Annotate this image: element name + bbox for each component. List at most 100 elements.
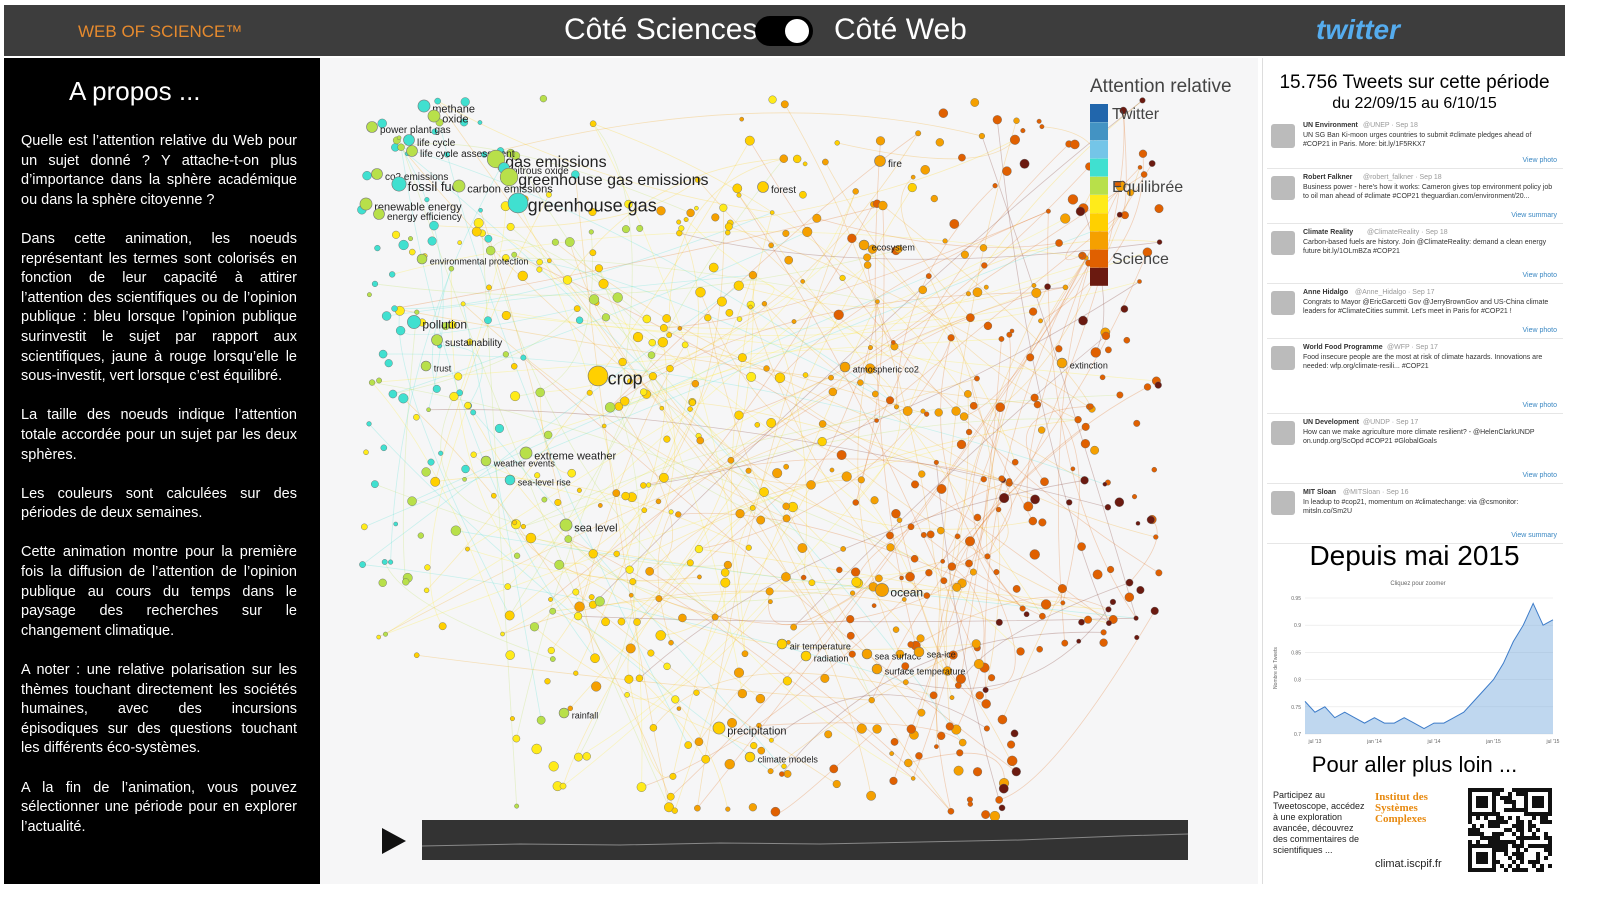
tweet-link[interactable]: View summary xyxy=(1511,532,1557,539)
node xyxy=(910,554,919,563)
labelled-node[interactable] xyxy=(875,583,889,597)
labelled-node[interactable] xyxy=(452,179,466,193)
labelled-node[interactable] xyxy=(519,446,533,460)
labelled-node[interactable] xyxy=(391,176,407,192)
tweet-link[interactable]: View photo xyxy=(1522,327,1557,334)
labelled-node[interactable] xyxy=(913,646,925,658)
node xyxy=(727,718,737,728)
labelled-node[interactable] xyxy=(1056,357,1068,369)
labelled-node[interactable] xyxy=(416,253,428,265)
toggle[interactable] xyxy=(755,16,813,46)
labelled-node[interactable] xyxy=(874,155,886,167)
node xyxy=(793,154,802,164)
tweet[interactable]: UN Development @UNDP · Sep 17 How can we m… xyxy=(1267,415,1563,484)
tweet-link[interactable]: View photo xyxy=(1522,402,1557,409)
node xyxy=(1105,606,1112,613)
labelled-node[interactable] xyxy=(757,181,769,193)
qr-module xyxy=(1496,832,1500,836)
node xyxy=(502,254,510,262)
labelled-node[interactable] xyxy=(403,134,415,146)
labelled-node[interactable] xyxy=(499,167,519,187)
timeline[interactable] xyxy=(422,820,1188,860)
labelled-node[interactable] xyxy=(407,315,421,329)
labelled-node[interactable] xyxy=(800,650,812,662)
node xyxy=(907,641,915,648)
node xyxy=(573,305,581,312)
labelled-node[interactable] xyxy=(359,197,373,211)
labelled-node[interactable] xyxy=(558,707,570,719)
labelled-node[interactable] xyxy=(417,99,431,113)
tweet[interactable]: World Food Programme @WFP · Sep 17 Food in… xyxy=(1267,340,1563,414)
qr-module xyxy=(1512,804,1516,808)
labelled-node[interactable] xyxy=(366,121,378,133)
node xyxy=(1062,284,1069,291)
tweet-volume-chart[interactable]: Cliquez pour zoomer Nombre de Tweets 0.7… xyxy=(1263,576,1566,756)
qr-module xyxy=(1544,812,1548,816)
edge xyxy=(402,312,418,582)
edge xyxy=(411,275,929,502)
labelled-node[interactable] xyxy=(861,648,873,660)
labelled-node[interactable] xyxy=(427,109,441,123)
tweet[interactable]: Climate Reality @ClimateReality · Sep 18 C… xyxy=(1267,225,1563,284)
qr-module xyxy=(1484,816,1488,820)
labelled-node[interactable] xyxy=(871,663,883,675)
tweet-link[interactable]: View photo xyxy=(1522,472,1557,479)
toggle-right-label[interactable]: Côté Web xyxy=(834,13,967,46)
labelled-node[interactable] xyxy=(776,638,788,650)
qr-code[interactable] xyxy=(1468,788,1554,874)
edge xyxy=(923,534,1063,607)
node xyxy=(621,491,630,501)
qr-module xyxy=(1524,804,1528,808)
edge xyxy=(870,239,1160,348)
labelled-node[interactable] xyxy=(559,518,573,532)
qr-module xyxy=(1504,844,1508,848)
node xyxy=(602,423,607,429)
tweet-link[interactable]: View photo xyxy=(1522,157,1557,164)
qr-module xyxy=(1532,804,1536,808)
tweet[interactable]: Robert Falkner @robert_falkner · Sep 18 Bu… xyxy=(1267,170,1563,224)
labelled-node[interactable] xyxy=(480,455,492,467)
labelled-node[interactable] xyxy=(587,365,609,387)
labelled-node[interactable] xyxy=(431,334,443,346)
qr-module xyxy=(1532,832,1536,836)
node xyxy=(768,737,774,743)
node xyxy=(1011,767,1021,777)
twitter-logo[interactable]: twitter xyxy=(1316,14,1400,45)
edge xyxy=(779,210,1049,379)
labelled-node[interactable] xyxy=(858,239,870,251)
tweet[interactable]: Anne Hidalgo @Anne_Hidalgo · Sep 17 Congra… xyxy=(1267,285,1563,339)
edge xyxy=(384,561,553,660)
labelled-node[interactable] xyxy=(504,474,516,486)
node xyxy=(509,716,515,722)
qr-module xyxy=(1484,844,1488,848)
labelled-node[interactable] xyxy=(406,145,418,157)
qr-module xyxy=(1512,840,1516,844)
labelled-node[interactable] xyxy=(839,361,851,373)
labelled-node[interactable] xyxy=(507,192,529,214)
qr-module xyxy=(1496,836,1500,840)
labelled-node[interactable] xyxy=(373,208,385,220)
node xyxy=(857,476,865,484)
tweet[interactable]: UN Environment @UNEP · Sep 18 UN SG Ban Ki… xyxy=(1267,118,1563,169)
institute-logo[interactable]: Institut des Systèmes Complexes xyxy=(1375,791,1428,825)
tweet-link[interactable]: View photo xyxy=(1522,272,1557,279)
labelled-node[interactable] xyxy=(420,360,432,372)
qr-module xyxy=(1512,788,1516,792)
labelled-node[interactable] xyxy=(371,168,383,180)
edge xyxy=(649,479,862,572)
labelled-node[interactable] xyxy=(744,751,756,763)
tweet-link[interactable]: View summary xyxy=(1511,212,1557,219)
node xyxy=(512,734,521,743)
toggle-left-label[interactable]: Côté Sciences xyxy=(564,13,758,46)
node xyxy=(647,351,656,359)
footer-url[interactable]: climat.iscpif.fr xyxy=(1375,858,1442,870)
qr-module xyxy=(1484,852,1488,856)
labelled-node[interactable] xyxy=(486,149,506,169)
node xyxy=(430,476,441,487)
node xyxy=(541,496,548,503)
tweet[interactable]: MIT Sloan @MITSloan · Sep 16 In leadup to … xyxy=(1267,485,1563,544)
labelled-node[interactable] xyxy=(712,721,726,735)
wos-logo[interactable]: WEB OF SCIENCE™ xyxy=(78,22,243,41)
play-button[interactable] xyxy=(382,828,406,854)
edge xyxy=(592,123,746,654)
